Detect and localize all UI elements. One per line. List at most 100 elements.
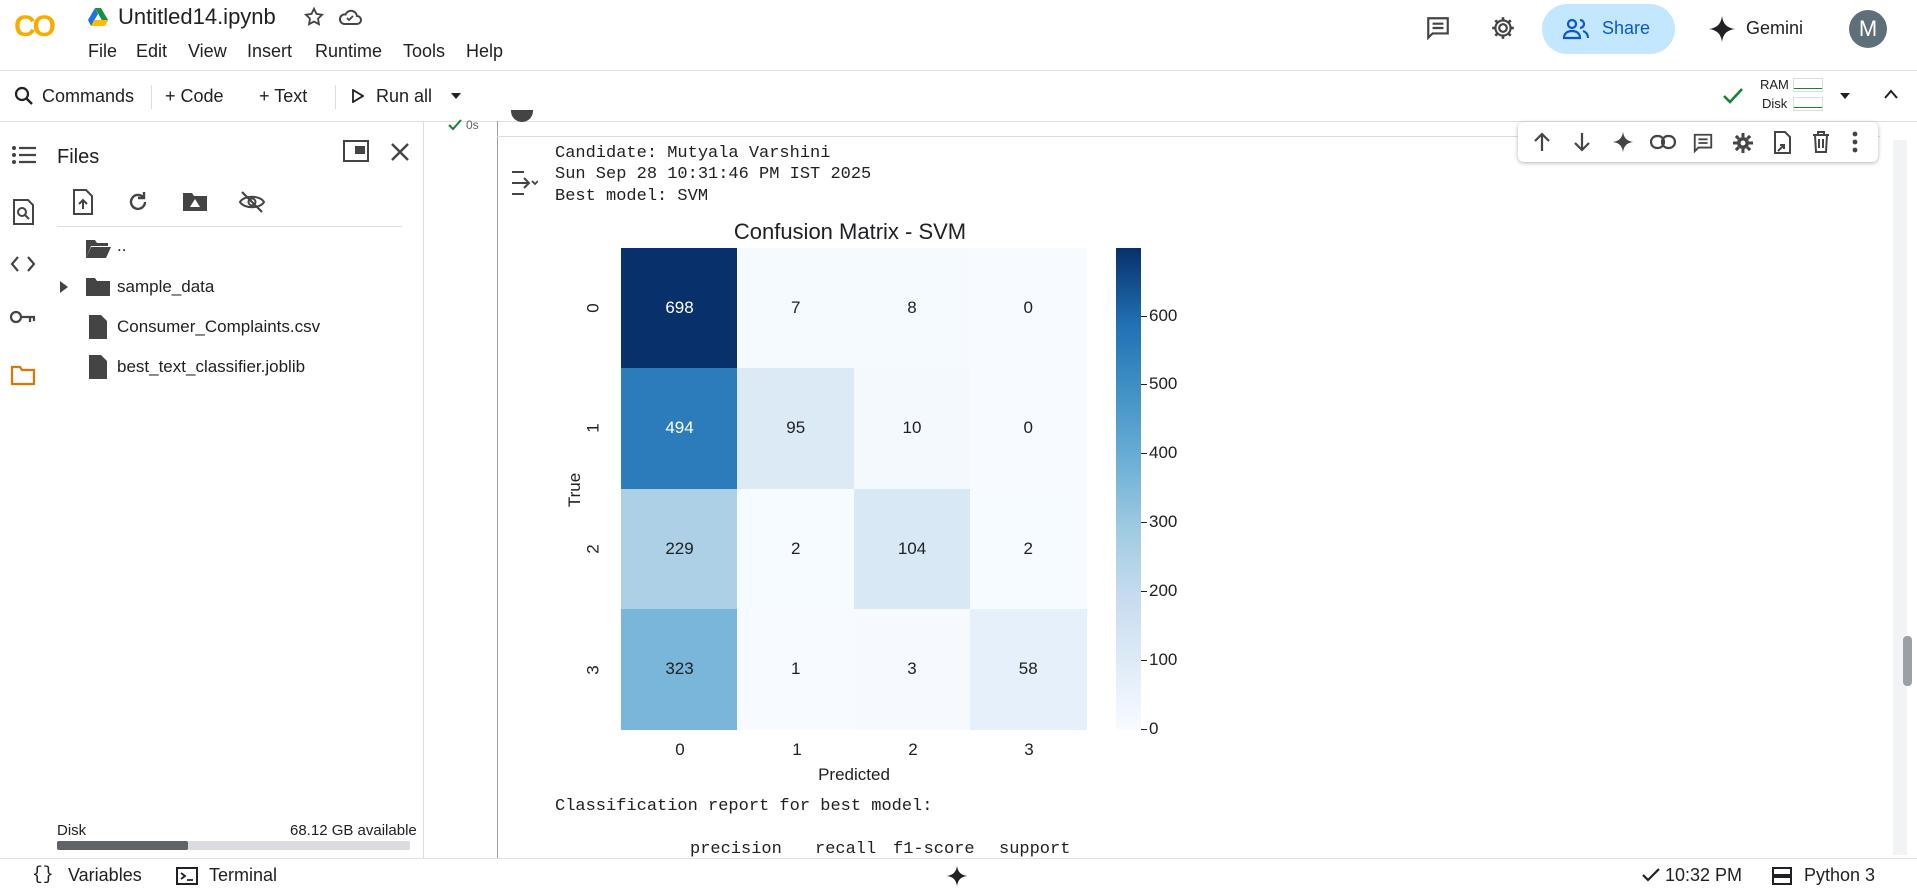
colorbar-tick-mark (1141, 729, 1147, 730)
disk-usage-bar (57, 841, 410, 850)
heatmap-cell (621, 248, 738, 369)
menu-tools[interactable]: Tools (403, 41, 446, 61)
settings-icon[interactable] (1490, 15, 1516, 41)
close-icon[interactable] (390, 142, 410, 162)
heatmap-cell (853, 608, 971, 730)
commands-button[interactable]: Commands (42, 86, 135, 106)
file-tree-item-joblib[interactable]: best_text_classifier.joblib (84, 353, 384, 379)
status-bar: {} Variables Terminal 10:32 PM Python 3 (0, 858, 1917, 891)
gemini-icon[interactable] (1708, 15, 1736, 43)
heatmap-cell (621, 368, 738, 489)
variables-button[interactable]: Variables (68, 865, 142, 885)
notebook-title[interactable]: Untitled14.ipynb (118, 4, 276, 29)
add-code-button[interactable]: + Code (165, 86, 224, 106)
add-text-button[interactable]: + Text (259, 86, 308, 106)
file-tree-item-parent[interactable]: .. (84, 236, 384, 262)
cell-settings-icon[interactable] (1731, 131, 1755, 155)
files-folder-icon[interactable] (10, 364, 36, 386)
upload-file-icon[interactable] (72, 189, 94, 215)
notebook-scrollbar[interactable] (1893, 140, 1907, 855)
share-label: Share (1602, 18, 1651, 38)
share-button[interactable] (1542, 4, 1675, 54)
move-down-icon[interactable] (1572, 131, 1592, 153)
runtime-type[interactable]: Python 3 (1804, 865, 1876, 885)
heatmap-cell (621, 488, 738, 610)
star-icon[interactable] (303, 6, 325, 28)
file-name: .. (117, 236, 127, 255)
colorbar-tick-mark (1141, 453, 1147, 455)
y-tick-label: 3 (583, 665, 603, 675)
colab-logo[interactable]: CO (14, 10, 56, 43)
expand-arrow-icon[interactable] (59, 280, 69, 294)
gemini-status-icon[interactable] (946, 865, 968, 887)
secrets-key-icon[interactable] (9, 309, 37, 325)
heatmap-cell (737, 248, 854, 369)
table-of-contents-icon[interactable] (11, 145, 37, 165)
colorbar-tick-mark (1141, 660, 1147, 662)
gemini-sparkle-icon[interactable] (1612, 131, 1634, 153)
delete-icon[interactable] (1811, 131, 1831, 153)
heatmap-cell-value: 58 (1018, 658, 1038, 678)
terminal-icon[interactable] (176, 867, 198, 885)
terminal-button[interactable]: Terminal (209, 865, 278, 885)
menu-view[interactable]: View (188, 41, 227, 61)
file-tree-item-csv[interactable]: Consumer_Complaints.csv (84, 313, 384, 339)
more-vert-icon[interactable] (1852, 131, 1858, 153)
refresh-icon[interactable] (126, 190, 150, 214)
menu-edit[interactable]: Edit (136, 41, 168, 61)
heatmap-cell (969, 608, 1087, 730)
heatmap-cell-value: 95 (786, 418, 806, 438)
collapse-up-icon[interactable] (1884, 89, 1898, 99)
file-tree-item-sample-data[interactable]: sample_data (57, 274, 387, 300)
heatmap-cell-value: 104 (897, 538, 927, 558)
menu-help[interactable]: Help (466, 41, 504, 61)
comment-icon[interactable] (1692, 132, 1714, 154)
disk-usage-fill (57, 841, 188, 850)
gemini-label[interactable]: Gemini (1746, 18, 1804, 38)
open-in-tab-icon[interactable] (343, 140, 369, 162)
menu-file[interactable]: File (88, 41, 118, 61)
cell-divider (497, 136, 1880, 137)
heatmap-cell-value: 7 (791, 298, 801, 318)
file-name: Consumer_Complaints.csv (117, 317, 321, 336)
code-snippets-icon[interactable] (10, 255, 36, 273)
runtime-dropdown-icon[interactable] (1839, 92, 1851, 100)
link-icon[interactable] (1650, 134, 1676, 150)
menu-runtime[interactable]: Runtime (315, 41, 383, 61)
exec-time: 0s (466, 118, 479, 132)
files-panel-divider (57, 226, 402, 227)
cell-toolbar (1518, 122, 1878, 162)
variables-icon[interactable]: {} (32, 865, 54, 885)
colorbar-tick-mark (1141, 591, 1147, 593)
colorbar-tick-label: 0 (1149, 719, 1159, 738)
account-avatar[interactable]: M (1849, 10, 1887, 48)
menu-insert[interactable]: Insert (247, 41, 293, 61)
mount-drive-icon[interactable] (181, 191, 209, 213)
toolbar-divider (335, 85, 336, 109)
cloud-save-icon[interactable] (337, 6, 363, 28)
hidden-files-icon[interactable] (238, 191, 266, 213)
find-icon[interactable] (11, 199, 35, 225)
disk-meter[interactable] (1793, 97, 1823, 111)
mirror-cell-icon[interactable] (1772, 131, 1792, 155)
scrollbar-thumb[interactable] (1903, 636, 1912, 686)
confusion-matrix-heatmap (621, 248, 1087, 730)
y-tick-label: 2 (583, 544, 603, 554)
chevron-down-icon[interactable] (450, 92, 462, 100)
run-all-button[interactable]: Run all (376, 86, 433, 106)
search-icon (14, 86, 34, 106)
y-tick-label: 1 (583, 423, 603, 433)
ram-meter[interactable] (1793, 78, 1823, 92)
move-up-icon[interactable] (1532, 131, 1552, 153)
heatmap-cell-value: 323 (665, 658, 694, 678)
run-cell-button[interactable] (511, 110, 533, 122)
drive-icon (88, 8, 108, 26)
comments-icon[interactable] (1425, 15, 1451, 41)
execution-time[interactable]: 10:32 PM (1665, 865, 1743, 885)
output-actions-icon[interactable] (510, 170, 538, 196)
app-header: CO Untitled14.ipynb File Edit View Inser… (0, 0, 1917, 70)
heatmap-cell (853, 248, 971, 369)
heatmap-cell (969, 488, 1087, 610)
play-icon (352, 89, 364, 103)
heatmap-cell-value: 0 (1023, 418, 1033, 438)
